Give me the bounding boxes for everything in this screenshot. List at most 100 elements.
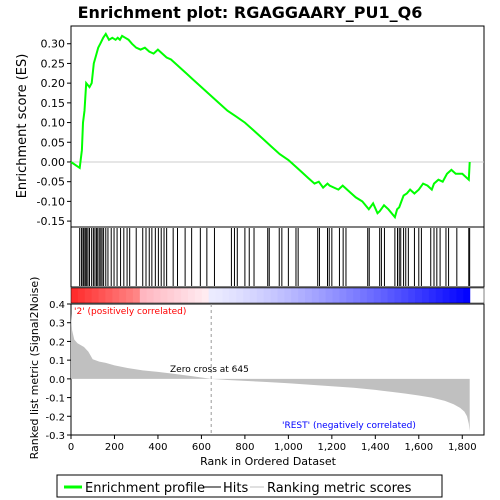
chart-title: Enrichment plot: RGAGGAARY_PU1_Q6	[78, 3, 423, 22]
strip-segment	[353, 288, 361, 303]
es-y-tick-label: 0.25	[41, 57, 66, 70]
strip-segment	[298, 288, 306, 303]
strip-segment	[346, 288, 354, 303]
strip-segment	[105, 288, 113, 303]
es-y-tick-label: 0.00	[41, 156, 66, 169]
strip-segment	[146, 288, 155, 303]
rank-x-axis: 0 200 400 600 800 1,000 1,200 1,400 1,600 1,800	[68, 435, 477, 453]
metric-y-tick-label: 0.0	[49, 375, 65, 386]
es-y-label: Enrichment score (ES)	[15, 54, 30, 199]
es-y-tick-label: -0.05	[37, 176, 65, 189]
strip-segment	[229, 288, 237, 303]
enrichment-profile-line	[70, 31, 471, 220]
strip-segment	[222, 288, 230, 303]
es-y-tick-label: 0.30	[41, 38, 66, 51]
hits-panel-frame	[70, 226, 485, 288]
metric-y-tick-label: -0.3	[45, 431, 65, 442]
strip-segment	[194, 288, 203, 303]
es-y-axis: -0.15 -0.10 -0.05 0.00 0.05 0.10 0.15 0.20 0.25 0…	[37, 38, 71, 228]
strip-segment	[249, 288, 258, 303]
strip-segment	[215, 288, 224, 303]
es-y-tick-label: -0.10	[37, 195, 65, 208]
enrichment-panel-frame	[70, 25, 485, 228]
es-y-tick-label: 0.20	[41, 77, 66, 90]
strip-segment	[243, 288, 251, 303]
strip-segment	[366, 288, 375, 303]
x-tick-label: 0	[68, 442, 74, 453]
x-tick-label: 200	[105, 442, 124, 453]
x-tick-label: 1,800	[448, 442, 477, 453]
metric-y-tick-label: 0.2	[49, 337, 65, 348]
strip-segment	[442, 288, 451, 303]
legend-hits-label: Hits	[223, 481, 248, 496]
es-y-tick-label: 0.15	[41, 97, 66, 110]
metric-y-label: Ranked list metric (Signal2Noise)	[28, 277, 41, 460]
annotation-negative: 'REST' (negatively correlated)	[282, 421, 416, 431]
strip-segment	[174, 288, 182, 303]
es-y-tick-label: 0.10	[41, 117, 66, 130]
strip-segment	[401, 288, 409, 303]
strip-border	[70, 287, 485, 304]
strip-segment	[394, 288, 402, 303]
hit-marks	[79, 228, 471, 286]
legend-box	[56, 474, 443, 498]
ranked-color-strip	[70, 287, 485, 304]
strip-segment	[373, 288, 382, 303]
x-tick-label: 600	[192, 442, 211, 453]
strip-segment	[449, 288, 458, 303]
annotation-positive: '2' (positively correlated)	[74, 307, 186, 317]
strip-segment	[360, 288, 368, 303]
x-tick-label: 1,400	[361, 442, 390, 453]
strip-segment	[98, 288, 107, 303]
strip-segment	[435, 288, 444, 303]
x-tick-label: 400	[148, 442, 167, 453]
strip-segment	[181, 288, 189, 303]
strip-segment	[477, 288, 485, 303]
strip-segment	[119, 288, 127, 303]
strip-segment	[318, 288, 327, 303]
strip-segment	[463, 288, 471, 303]
strip-segment	[91, 288, 100, 303]
strip-segment	[126, 288, 134, 303]
ranking-metric-area	[71, 313, 470, 432]
strip-segment	[167, 288, 175, 303]
metric-y-tick-label: 0.3	[49, 319, 65, 330]
metric-y-tick-label: -0.2	[45, 412, 65, 423]
strip-segment	[311, 288, 320, 303]
strip-segment	[160, 288, 168, 303]
strip-segment	[415, 288, 423, 303]
es-y-tick-label: -0.15	[37, 215, 65, 228]
x-tick-label: 800	[235, 442, 254, 453]
strip-segment	[270, 288, 279, 303]
strip-segment	[208, 288, 217, 303]
metric-y-axis: -0.3 -0.2 -0.1 0.0 0.1 0.2 0.3 0.4	[45, 300, 71, 442]
legend-metric-label: Ranking metric scores	[267, 481, 412, 496]
strip-segment	[132, 288, 141, 303]
strip-segment	[84, 288, 93, 303]
strip-segment	[201, 288, 210, 303]
strip-segment	[277, 288, 285, 303]
strip-segment	[339, 288, 347, 303]
strip-segment	[387, 288, 396, 303]
strip-segment	[428, 288, 437, 303]
strip-segment	[71, 288, 79, 303]
strip-segment	[236, 288, 244, 303]
strip-segment	[153, 288, 162, 303]
x-tick-label: 1,600	[404, 442, 433, 453]
metric-panel-frame	[70, 303, 485, 436]
strip-segment	[112, 288, 120, 303]
metric-y-tick-label: 0.4	[49, 300, 65, 311]
x-axis-label: Rank in Ordered Dataset	[200, 455, 337, 468]
strip-segment	[284, 288, 292, 303]
strip-segment	[456, 288, 464, 303]
es-y-tick-label: 0.05	[41, 136, 66, 149]
metric-y-tick-label: 0.1	[49, 356, 65, 367]
legend-enrichment-label: Enrichment profile	[85, 481, 205, 496]
strip-segment	[380, 288, 389, 303]
strip-segment	[305, 288, 313, 303]
strip-segment	[77, 288, 86, 303]
x-tick-label: 1,000	[274, 442, 303, 453]
strip-segment	[256, 288, 265, 303]
metric-y-tick-label: -0.1	[45, 394, 65, 405]
